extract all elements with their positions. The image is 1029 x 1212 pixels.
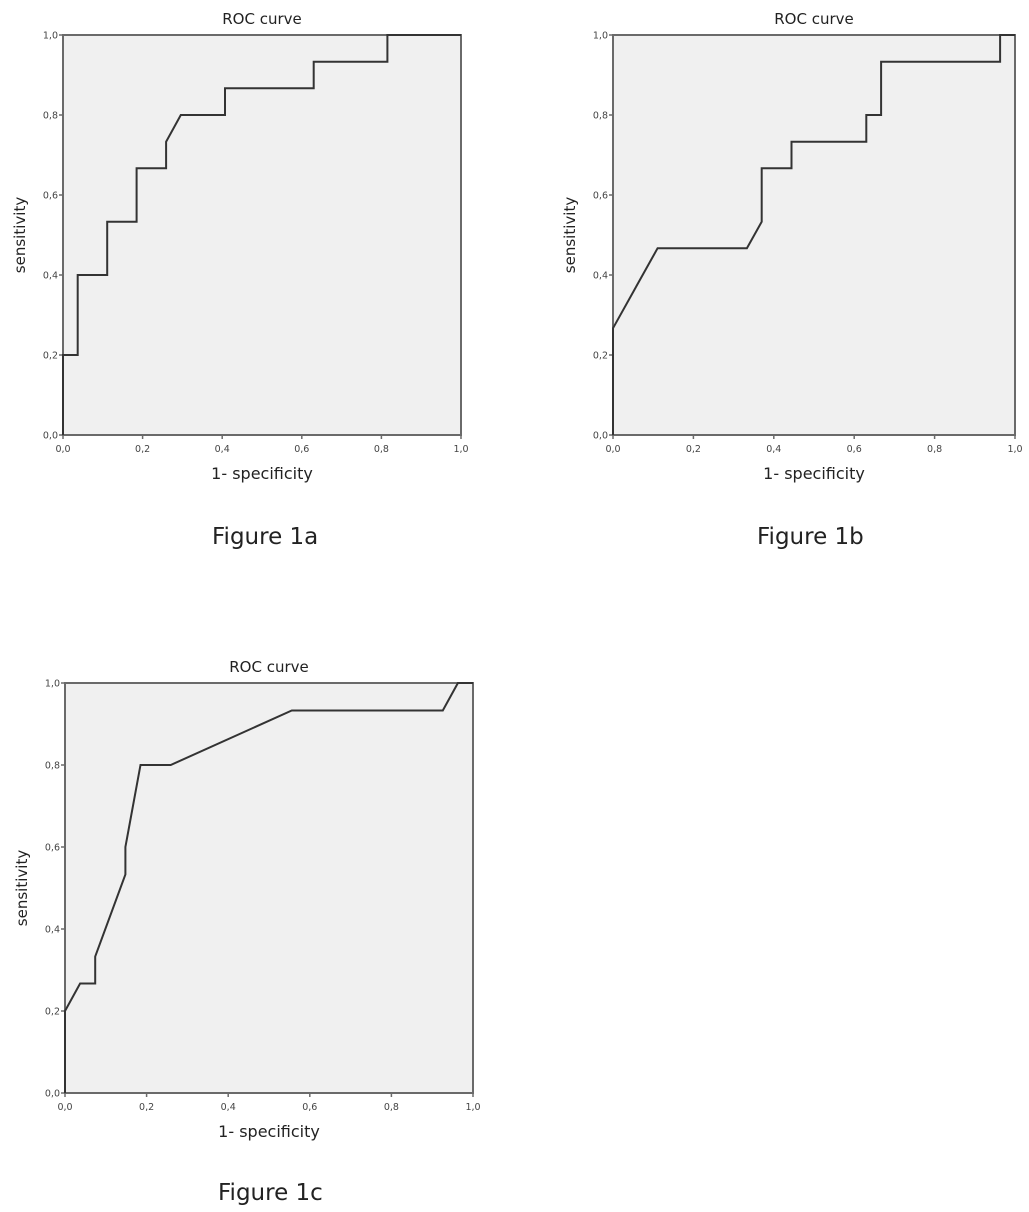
y-tick-label: 0,0 [43, 431, 58, 442]
x-tick-label: 0,0 [55, 444, 70, 455]
roc-chart-1: ROC curve 0,0 0,2 0,4 0,6 0,8 1,0 0,0 0,2 0,4 0,6 0… [11, 10, 469, 483]
y-tick-label: 0,4 [45, 925, 60, 936]
y-tick-label: 0,2 [43, 351, 58, 362]
y-tick-label: 0,8 [45, 761, 60, 772]
y-tick-label: 1,0 [43, 31, 58, 42]
y-tick-label: 0,0 [45, 1089, 60, 1100]
y-tick-label: 0,6 [593, 191, 608, 202]
roc-chart-3: ROC curve 0,0 0,2 0,4 0,6 0,8 1,0 0,0 0,2 0,4 0,6 0… [13, 658, 481, 1141]
chart-title: ROC curve [774, 10, 854, 28]
plot-area [62, 34, 462, 436]
y-axis-label: sensitivity [561, 197, 579, 274]
y-tick-label: 0,6 [43, 191, 58, 202]
roc-chart-2: ROC curve 0,0 0,2 0,4 0,6 0,8 1,0 0,0 0,2 0,4 0,6 0… [561, 10, 1023, 483]
x-tick-label: 0,4 [766, 444, 781, 455]
y-tick-label: 0,8 [593, 111, 608, 122]
x-tick-label: 0,4 [221, 1102, 236, 1113]
y-axis-label: sensitivity [13, 850, 31, 927]
x-tick-label: 0,2 [135, 444, 150, 455]
x-tick-label: 0,6 [302, 1102, 317, 1113]
x-tick-label: 0,8 [927, 444, 942, 455]
x-tick-label: 0,0 [605, 444, 620, 455]
y-tick-label: 0,8 [43, 111, 58, 122]
caption-figure-1c: Figure 1c [218, 1180, 323, 1206]
x-axis-label: 1- specificity [211, 464, 313, 483]
y-tick-label: 1,0 [45, 679, 60, 690]
x-tick-label: 0,2 [139, 1102, 154, 1113]
y-tick-label: 0,2 [45, 1007, 60, 1018]
x-tick-label: 0,6 [294, 444, 309, 455]
x-axis-label: 1- specificity [763, 464, 865, 483]
y-tick-label: 0,0 [593, 431, 608, 442]
chart-title: ROC curve [222, 10, 302, 28]
y-tick-label: 0,6 [45, 843, 60, 854]
x-tick-label: 1,0 [453, 444, 468, 455]
y-axis-label: sensitivity [11, 197, 29, 274]
x-axis-label: 1- specificity [218, 1122, 320, 1141]
y-tick-label: 0,4 [43, 271, 58, 282]
plot-area [612, 34, 1016, 436]
caption-figure-1a: Figure 1a [212, 524, 319, 550]
x-tick-label: 0,2 [686, 444, 701, 455]
caption-figure-1b: Figure 1b [757, 524, 864, 550]
x-tick-label: 0,0 [57, 1102, 72, 1113]
y-tick-label: 1,0 [593, 31, 608, 42]
plot-area [64, 682, 474, 1094]
roc-curve-line [64, 682, 473, 1093]
roc-curve-line [612, 34, 1015, 435]
x-tick-label: 1,0 [465, 1102, 480, 1113]
y-tick-label: 0,2 [593, 351, 608, 362]
chart-title: ROC curve [229, 658, 309, 676]
y-tick-label: 0,4 [593, 271, 608, 282]
x-tick-label: 0,6 [847, 444, 862, 455]
x-tick-label: 0,4 [215, 444, 230, 455]
x-tick-label: 1,0 [1007, 444, 1022, 455]
x-tick-label: 0,8 [374, 444, 389, 455]
roc-curve-line [62, 34, 461, 435]
x-tick-label: 0,8 [384, 1102, 399, 1113]
